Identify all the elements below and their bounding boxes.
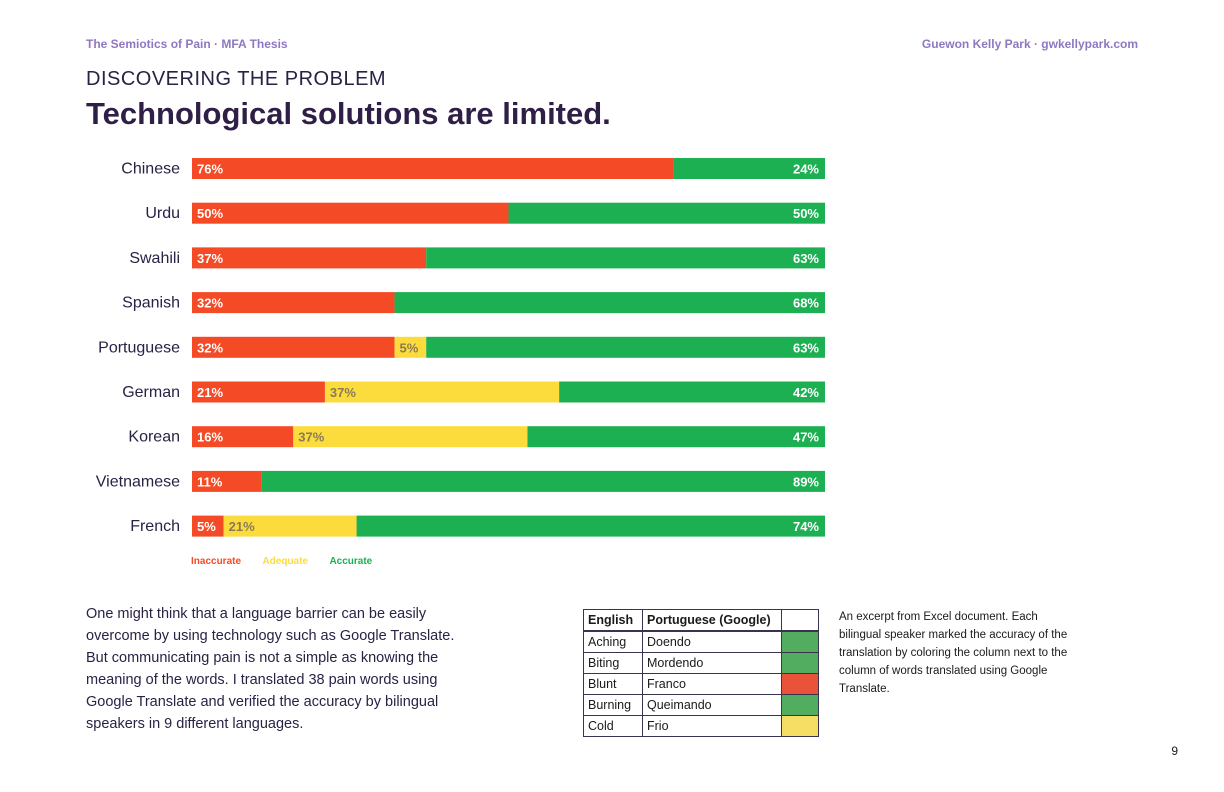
table-cell-english: Aching (583, 630, 643, 653)
bar-segment-accurate (426, 336, 825, 358)
bar-segment-accurate (673, 158, 825, 179)
table-cell-accuracy-swatch (781, 715, 819, 737)
bar-segment-accurate (261, 470, 825, 492)
bar-segment-inaccurate (192, 426, 294, 448)
chart-legend: Inaccurate Adequate Accurate (191, 556, 391, 567)
category-label: Swahili (129, 250, 180, 267)
data-label: 50% (197, 206, 223, 221)
table-cell-portuguese: Franco (642, 673, 782, 695)
data-label: 37% (197, 251, 223, 266)
bar-segment-inaccurate (192, 381, 325, 403)
bar-segment-accurate (394, 292, 825, 314)
bar-segment-inaccurate (192, 247, 427, 269)
bar-segment-adequate (223, 515, 357, 537)
table-caption: An excerpt from Excel document. Each bil… (839, 611, 1068, 695)
data-label: 37% (298, 430, 324, 445)
data-label: 5% (197, 519, 216, 534)
bar-segment-accurate (559, 381, 825, 403)
bar-segment-accurate (426, 247, 825, 269)
data-label: 32% (197, 296, 223, 311)
table-header-english: English (583, 609, 643, 632)
bar-segment-inaccurate (192, 292, 395, 314)
table-cell-accuracy-swatch (781, 630, 819, 653)
table-header-mark (781, 609, 819, 632)
section-kicker: DISCOVERING THE PROBLEM (86, 68, 387, 90)
bar-segment-adequate (324, 381, 560, 403)
bar-segment-inaccurate (192, 336, 395, 358)
data-label: 16% (197, 430, 223, 445)
data-label: 37% (330, 385, 356, 400)
table-row: Cold Frio (583, 715, 819, 737)
category-label: Spanish (122, 295, 180, 312)
page-title: Technological solutions are limited. (86, 96, 611, 131)
data-label: 63% (793, 340, 819, 355)
stacked-bar-chart: Chinese 76% 24% Urdu 50% 50% Swahili 37% 63% Span… (96, 158, 825, 537)
category-label: Urdu (145, 205, 180, 222)
data-label: 63% (793, 251, 819, 266)
data-label: 11% (197, 474, 223, 489)
table-row: Burning Queimando (583, 694, 819, 716)
bar-segment-accurate (527, 426, 825, 448)
data-label: 21% (197, 385, 223, 400)
table-cell-portuguese: Mordendo (642, 652, 782, 674)
data-label: 42% (793, 385, 819, 400)
data-label: 21% (229, 519, 255, 534)
table-cell-accuracy-swatch (781, 652, 819, 674)
bar-segment-inaccurate (192, 202, 509, 224)
data-label: 24% (793, 162, 819, 177)
data-label: 32% (197, 340, 223, 355)
table-header-portuguese: Portuguese (Google) (642, 609, 782, 632)
category-label: German (122, 384, 180, 401)
bar-segment-inaccurate (192, 515, 224, 537)
category-label: French (130, 518, 180, 535)
excerpt-table: English Portuguese (Google) Aching Doendo… (583, 609, 819, 737)
page-number: 9 (1171, 744, 1178, 758)
bar-segment-accurate (508, 202, 825, 224)
table-row: Aching Doendo (583, 630, 819, 653)
data-label: 50% (793, 206, 819, 221)
table-cell-accuracy-swatch (781, 673, 819, 695)
data-label: 5% (400, 340, 419, 355)
data-label: 47% (793, 430, 819, 445)
category-label: Portuguese (98, 339, 180, 356)
table-header-row: English Portuguese (Google) (583, 609, 819, 632)
body-paragraph: One might think that a language barrier … (86, 606, 455, 732)
category-label: Chinese (121, 161, 180, 178)
table-row: Biting Mordendo (583, 652, 819, 674)
data-label: 89% (793, 474, 819, 489)
table-cell-english: Biting (583, 652, 643, 674)
running-header-title: The Semiotics of Pain · MFA Thesis (86, 37, 288, 51)
table-cell-portuguese: Doendo (642, 630, 782, 653)
data-label: 76% (197, 162, 223, 177)
table-cell-portuguese: Queimando (642, 694, 782, 716)
bar-segment-adequate (394, 336, 427, 358)
legend-adequate: Adequate (262, 556, 309, 567)
table-cell-portuguese: Frio (642, 715, 782, 737)
table-row: Blunt Franco (583, 673, 819, 695)
table-cell-english: Burning (583, 694, 643, 716)
category-label: Korean (128, 429, 180, 446)
bar-segment-accurate (356, 515, 825, 537)
table-cell-accuracy-swatch (781, 694, 819, 716)
legend-inaccurate: Inaccurate (191, 556, 242, 567)
category-label: Vietnamese (96, 473, 180, 490)
bar-segment-inaccurate (192, 158, 674, 179)
table-cell-english: Cold (583, 715, 643, 737)
data-label: 74% (793, 519, 819, 534)
bar-segment-adequate (293, 426, 528, 448)
data-label: 68% (793, 296, 819, 311)
table-cell-english: Blunt (583, 673, 643, 695)
running-header-author: Guewon Kelly Park · gwkellypark.com (921, 37, 1138, 51)
legend-accurate: Accurate (329, 556, 373, 567)
bar-segment-inaccurate (192, 470, 262, 492)
